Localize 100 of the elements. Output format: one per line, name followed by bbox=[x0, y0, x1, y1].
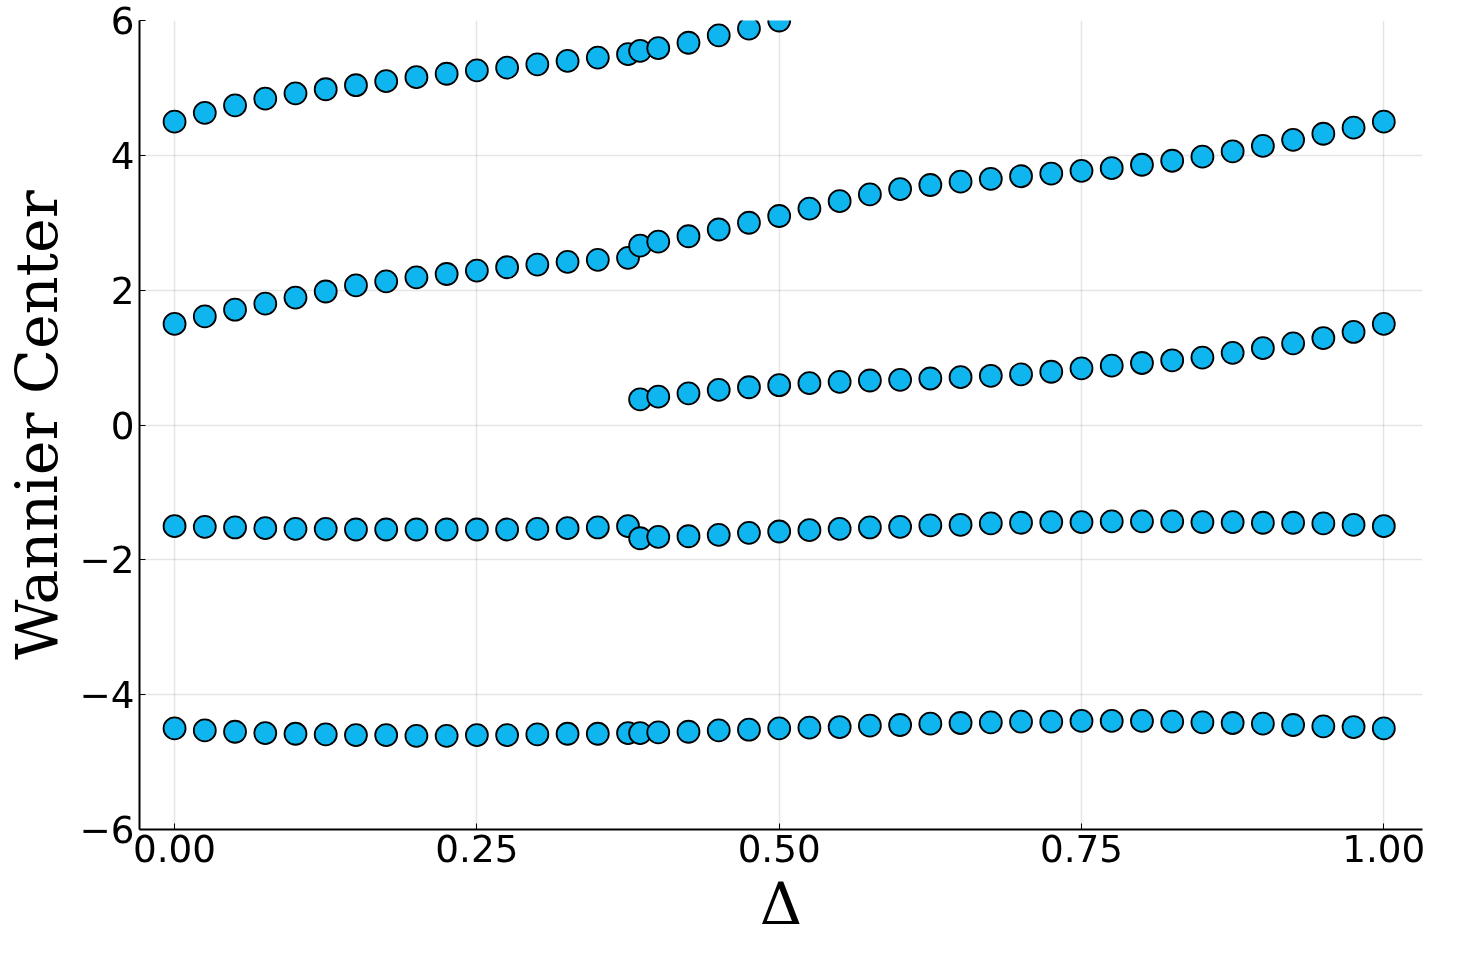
point bbox=[1341, 512, 1366, 537]
point bbox=[1039, 161, 1064, 186]
point bbox=[918, 711, 943, 736]
point bbox=[344, 517, 368, 542]
y-tick-label: 6 bbox=[110, 0, 135, 43]
point bbox=[1009, 510, 1033, 535]
point bbox=[283, 285, 308, 310]
point bbox=[1281, 331, 1306, 356]
point bbox=[1009, 362, 1033, 387]
point bbox=[344, 73, 368, 98]
point bbox=[706, 217, 731, 242]
point bbox=[1069, 709, 1094, 733]
point bbox=[1160, 709, 1185, 734]
point bbox=[948, 711, 973, 735]
point bbox=[192, 514, 217, 539]
point bbox=[1371, 312, 1396, 336]
y-tick-label: −4 bbox=[79, 673, 135, 718]
point bbox=[1371, 514, 1396, 538]
point bbox=[162, 312, 187, 336]
point bbox=[827, 189, 852, 214]
point bbox=[1371, 109, 1396, 134]
point bbox=[313, 77, 338, 102]
point bbox=[1281, 127, 1306, 152]
point bbox=[978, 710, 1003, 735]
point bbox=[797, 715, 822, 740]
point bbox=[1220, 340, 1245, 365]
point bbox=[434, 61, 459, 86]
point bbox=[948, 365, 973, 390]
x-tick-label: 1.00 bbox=[1342, 826, 1426, 871]
point bbox=[374, 517, 399, 542]
y-axis-title: Wannier Center bbox=[3, 189, 72, 660]
point bbox=[737, 520, 761, 545]
point bbox=[1341, 320, 1366, 344]
point bbox=[1009, 709, 1033, 734]
point bbox=[344, 723, 368, 747]
point bbox=[857, 368, 882, 393]
point bbox=[495, 723, 520, 747]
point bbox=[1281, 510, 1306, 535]
point bbox=[525, 252, 550, 277]
point bbox=[767, 519, 792, 544]
point bbox=[525, 516, 550, 541]
point bbox=[827, 516, 852, 541]
point bbox=[646, 525, 671, 549]
point bbox=[1250, 336, 1275, 361]
point bbox=[344, 273, 368, 298]
point bbox=[676, 719, 701, 744]
point bbox=[918, 513, 943, 538]
point bbox=[1250, 510, 1275, 535]
point bbox=[857, 713, 882, 738]
point bbox=[978, 363, 1003, 388]
point bbox=[1220, 510, 1245, 534]
point bbox=[706, 378, 731, 402]
point bbox=[555, 516, 580, 541]
y-tick-label: 2 bbox=[110, 268, 135, 313]
point bbox=[223, 297, 247, 322]
point bbox=[1099, 509, 1124, 534]
point bbox=[1009, 164, 1033, 189]
point bbox=[434, 723, 459, 748]
point bbox=[1069, 356, 1094, 381]
point bbox=[162, 716, 187, 741]
point bbox=[1311, 326, 1336, 350]
point bbox=[464, 258, 489, 283]
point bbox=[495, 517, 520, 542]
point bbox=[918, 173, 943, 197]
point bbox=[706, 523, 731, 547]
point bbox=[434, 262, 459, 286]
point bbox=[767, 373, 792, 398]
point bbox=[404, 65, 429, 90]
point bbox=[737, 20, 761, 41]
point bbox=[313, 516, 338, 541]
point bbox=[857, 515, 882, 540]
point bbox=[525, 722, 550, 747]
point bbox=[767, 716, 792, 741]
point bbox=[253, 291, 278, 316]
point bbox=[646, 384, 671, 409]
x-axis-title: Δ bbox=[759, 869, 803, 938]
point bbox=[676, 30, 701, 55]
point bbox=[737, 717, 761, 742]
point bbox=[676, 524, 701, 549]
point bbox=[948, 512, 973, 537]
point bbox=[827, 715, 852, 739]
point bbox=[374, 723, 399, 747]
point bbox=[192, 304, 217, 329]
point bbox=[888, 713, 913, 737]
point bbox=[585, 247, 610, 272]
point bbox=[464, 58, 489, 83]
y-tick-label: −6 bbox=[79, 808, 135, 852]
point bbox=[1130, 351, 1154, 375]
point bbox=[283, 516, 308, 541]
point bbox=[1281, 713, 1306, 737]
point bbox=[404, 265, 429, 290]
point bbox=[948, 169, 973, 194]
point bbox=[1130, 152, 1154, 177]
point bbox=[1341, 715, 1366, 739]
point bbox=[797, 371, 822, 396]
point bbox=[1160, 348, 1185, 373]
y-tick-label: 0 bbox=[110, 403, 135, 448]
point bbox=[978, 511, 1003, 536]
point bbox=[223, 719, 247, 744]
point bbox=[555, 249, 580, 274]
